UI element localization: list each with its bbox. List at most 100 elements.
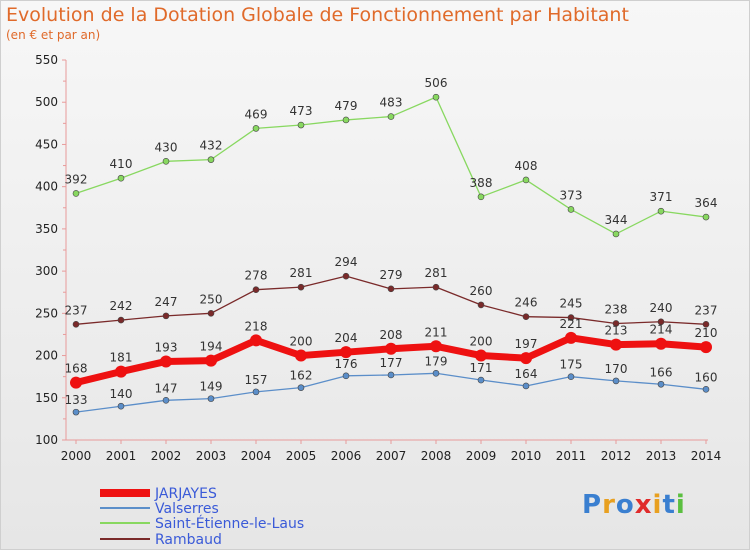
data-point bbox=[477, 193, 485, 201]
data-label: 197 bbox=[515, 337, 538, 351]
data-label: 214 bbox=[650, 323, 673, 337]
data-label: 479 bbox=[335, 99, 358, 113]
data-label: 294 bbox=[335, 255, 358, 269]
data-point bbox=[700, 341, 712, 354]
data-label: 164 bbox=[515, 367, 538, 381]
data-label: 181 bbox=[110, 351, 133, 365]
data-point bbox=[117, 174, 125, 182]
x-tick-label: 2003 bbox=[196, 449, 227, 463]
data-label: 250 bbox=[200, 292, 223, 306]
data-label: 245 bbox=[560, 297, 583, 311]
data-point bbox=[385, 342, 397, 355]
data-point bbox=[160, 355, 172, 368]
data-point bbox=[340, 346, 352, 359]
data-label: 281 bbox=[290, 266, 313, 280]
data-point bbox=[387, 285, 395, 293]
data-point bbox=[387, 113, 395, 120]
data-label: 237 bbox=[695, 303, 718, 317]
data-label: 240 bbox=[650, 301, 673, 315]
x-tick-label: 2001 bbox=[106, 449, 137, 463]
data-label: 210 bbox=[695, 326, 718, 340]
data-point bbox=[522, 176, 530, 184]
x-tick-label: 2011 bbox=[556, 449, 587, 463]
x-tick-label: 2006 bbox=[331, 449, 362, 463]
data-point bbox=[612, 230, 620, 238]
data-label: 247 bbox=[155, 295, 178, 309]
data-label: 200 bbox=[470, 335, 493, 349]
chart-subtitle: (en € et par an) bbox=[6, 28, 101, 42]
data-label: 278 bbox=[245, 269, 268, 283]
data-label: 218 bbox=[245, 319, 268, 333]
data-point bbox=[207, 156, 215, 163]
data-label: 149 bbox=[200, 380, 223, 394]
data-label: 279 bbox=[380, 268, 403, 282]
data-label: 483 bbox=[380, 96, 403, 110]
data-point bbox=[207, 310, 215, 317]
data-label: 344 bbox=[605, 213, 628, 227]
data-point bbox=[387, 371, 395, 379]
data-point bbox=[162, 158, 170, 165]
data-point bbox=[702, 386, 710, 393]
x-tick-label: 2000 bbox=[61, 449, 92, 463]
data-label: 469 bbox=[245, 107, 268, 121]
y-tick-label: 150 bbox=[35, 391, 58, 405]
data-point bbox=[342, 372, 350, 380]
y-tick-label: 100 bbox=[35, 433, 58, 447]
data-label: 432 bbox=[200, 139, 223, 153]
y-tick-label: 300 bbox=[35, 264, 58, 278]
data-point bbox=[117, 402, 125, 410]
data-label: 242 bbox=[110, 299, 133, 313]
data-label: 193 bbox=[155, 340, 178, 354]
x-tick-label: 2008 bbox=[421, 449, 452, 463]
data-label: 176 bbox=[335, 357, 358, 371]
data-point bbox=[252, 125, 260, 132]
data-label: 177 bbox=[380, 356, 403, 370]
data-label: 175 bbox=[560, 358, 583, 372]
data-label: 179 bbox=[425, 354, 448, 368]
data-point bbox=[207, 395, 215, 402]
data-point bbox=[252, 286, 260, 293]
data-point bbox=[657, 207, 665, 215]
data-label: 171 bbox=[470, 361, 493, 375]
x-tick-label: 2014 bbox=[691, 449, 722, 463]
x-tick-label: 2002 bbox=[151, 449, 182, 463]
x-tick-label: 2009 bbox=[466, 449, 497, 463]
data-label: 204 bbox=[335, 331, 358, 345]
data-label: 473 bbox=[290, 104, 313, 118]
data-point bbox=[520, 352, 532, 365]
data-label: 170 bbox=[605, 362, 628, 376]
data-point bbox=[655, 337, 667, 350]
data-point bbox=[432, 283, 440, 291]
data-label: 392 bbox=[65, 172, 88, 186]
y-tick-label: 400 bbox=[35, 180, 58, 194]
data-point bbox=[567, 314, 575, 321]
data-label: 408 bbox=[515, 159, 538, 173]
data-point bbox=[565, 331, 577, 344]
data-point bbox=[115, 365, 127, 378]
data-label: 208 bbox=[380, 328, 403, 342]
data-label: 166 bbox=[650, 365, 673, 379]
legend-label: Valserres bbox=[155, 501, 219, 517]
data-point bbox=[610, 338, 622, 351]
data-label: 200 bbox=[290, 335, 313, 349]
data-point bbox=[432, 369, 440, 377]
data-label: 364 bbox=[695, 196, 718, 210]
data-label: 246 bbox=[515, 296, 538, 310]
data-point bbox=[162, 397, 170, 404]
data-point bbox=[72, 190, 80, 197]
data-label: 221 bbox=[560, 317, 583, 331]
data-label: 281 bbox=[425, 266, 448, 280]
data-point bbox=[657, 318, 665, 326]
y-tick-label: 450 bbox=[35, 137, 58, 151]
data-point bbox=[205, 354, 217, 367]
data-point bbox=[567, 373, 575, 380]
legend-label: Rambaud bbox=[155, 532, 222, 548]
x-tick-label: 2013 bbox=[646, 449, 677, 463]
data-point bbox=[657, 380, 665, 388]
data-label: 133 bbox=[65, 393, 88, 407]
y-tick-label: 200 bbox=[35, 349, 58, 363]
data-point bbox=[475, 349, 487, 362]
data-point bbox=[252, 388, 260, 396]
